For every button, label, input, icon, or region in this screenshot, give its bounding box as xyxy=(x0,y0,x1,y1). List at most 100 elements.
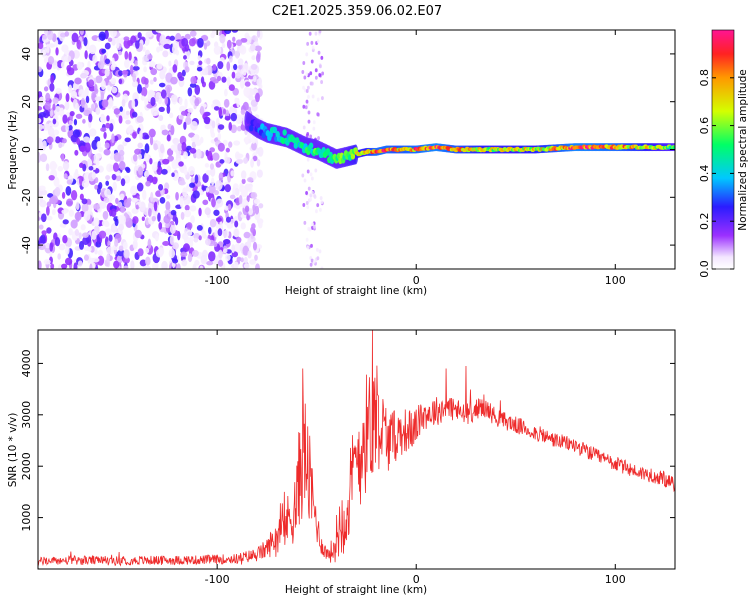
noise-cell xyxy=(117,249,125,257)
noise-cell xyxy=(139,259,147,267)
noise-cell xyxy=(252,241,258,251)
noise-cell xyxy=(304,105,308,110)
noise-cell xyxy=(193,237,199,243)
noise-cell xyxy=(229,194,236,200)
noise-cell xyxy=(145,217,150,226)
noise-cell xyxy=(39,153,48,163)
y-tick-label: 2000 xyxy=(20,452,33,480)
noise-cell xyxy=(38,117,42,124)
noise-cell xyxy=(125,167,131,174)
noise-cell xyxy=(188,132,196,138)
noise-cell xyxy=(219,159,225,164)
noise-cell xyxy=(316,97,320,102)
colorbar-label: Normalized spectral amplitude xyxy=(737,69,749,230)
noise-cell xyxy=(207,150,213,161)
noise-cell xyxy=(40,213,47,223)
noise-cell xyxy=(134,60,138,67)
noise-cell xyxy=(251,55,256,61)
noise-cell xyxy=(184,66,190,73)
noise-cell xyxy=(178,161,184,167)
noise-cell xyxy=(244,35,252,45)
snr-panel: -100 0 100 1000 2000 3000 4000 Height of stra… xyxy=(7,329,676,596)
noise-cell xyxy=(123,38,131,49)
noise-cell xyxy=(172,137,180,145)
noise-cell xyxy=(241,178,246,185)
noise-cell xyxy=(149,90,156,97)
noise-cell xyxy=(178,76,185,82)
noise-cell xyxy=(65,246,70,255)
noise-cell xyxy=(85,95,90,104)
noise-cell xyxy=(113,260,120,269)
noise-cell xyxy=(238,64,243,70)
x-tick-label: -100 xyxy=(205,274,230,287)
noise-cell xyxy=(217,124,225,130)
noise-cell xyxy=(169,224,176,234)
noise-cell xyxy=(179,115,184,120)
spectrogram-x-axis: -100 0 100 xyxy=(205,30,626,287)
noise-cell xyxy=(139,130,143,141)
noise-cell xyxy=(152,262,158,269)
noise-cell xyxy=(179,105,186,113)
noise-cell xyxy=(233,63,238,71)
noise-cell xyxy=(83,37,88,47)
noise-cell xyxy=(140,95,145,101)
noise-cell xyxy=(214,229,219,238)
noise-cell xyxy=(182,187,188,198)
noise-cell xyxy=(122,256,130,264)
noise-cell xyxy=(101,48,107,54)
noise-cell xyxy=(230,170,235,177)
noise-cell xyxy=(227,203,232,210)
noise-cell xyxy=(104,142,110,149)
noise-cell xyxy=(66,179,73,185)
noise-cell xyxy=(38,224,44,230)
noise-cell xyxy=(117,50,123,56)
noise-cell xyxy=(49,160,57,171)
noise-cell xyxy=(171,159,179,170)
colorbar-ticks: 0.0 0.2 0.4 0.6 0.8 xyxy=(698,69,734,278)
noise-cell xyxy=(110,64,116,71)
noise-cell xyxy=(157,212,161,223)
noise-cell xyxy=(321,71,325,76)
noise-cell xyxy=(99,201,107,209)
noise-cell xyxy=(93,217,100,227)
noise-cell xyxy=(68,209,75,217)
noise-cell xyxy=(320,266,324,269)
noise-cell xyxy=(199,265,204,269)
noise-cell xyxy=(153,143,158,151)
noise-cell xyxy=(144,36,150,46)
noise-cell xyxy=(137,142,143,149)
noise-cell xyxy=(155,30,164,33)
noise-cell xyxy=(222,108,227,115)
noise-cell xyxy=(74,149,79,156)
noise-cell xyxy=(47,126,55,137)
noise-cell xyxy=(70,219,78,229)
noise-cell xyxy=(79,145,86,153)
noise-cell xyxy=(62,219,69,225)
noise-cell xyxy=(219,33,226,44)
noise-cell xyxy=(158,115,164,122)
noise-cell xyxy=(233,243,242,254)
noise-cell xyxy=(309,193,313,198)
noise-cell xyxy=(91,103,95,111)
noise-cell xyxy=(183,168,188,175)
noise-cell xyxy=(104,42,111,50)
y-tick-label: 40 xyxy=(20,47,33,61)
noise-cell xyxy=(306,169,310,174)
noise-cell xyxy=(110,223,118,233)
noise-cell xyxy=(188,38,196,47)
noise-cell xyxy=(305,190,308,195)
noise-cell xyxy=(153,201,158,212)
noise-cell xyxy=(320,55,324,60)
noise-cell xyxy=(47,193,54,198)
noise-cell xyxy=(302,104,306,109)
noise-cell xyxy=(91,257,100,263)
noise-cell xyxy=(257,220,263,229)
noise-cell xyxy=(218,172,224,182)
colorbar-tick-label: 0.6 xyxy=(698,117,711,135)
snr-series-line xyxy=(38,330,675,567)
noise-cell xyxy=(204,66,209,76)
noise-cell xyxy=(107,84,111,92)
noise-cell xyxy=(247,177,254,183)
noise-cell xyxy=(161,260,168,269)
noise-cell xyxy=(88,85,96,92)
